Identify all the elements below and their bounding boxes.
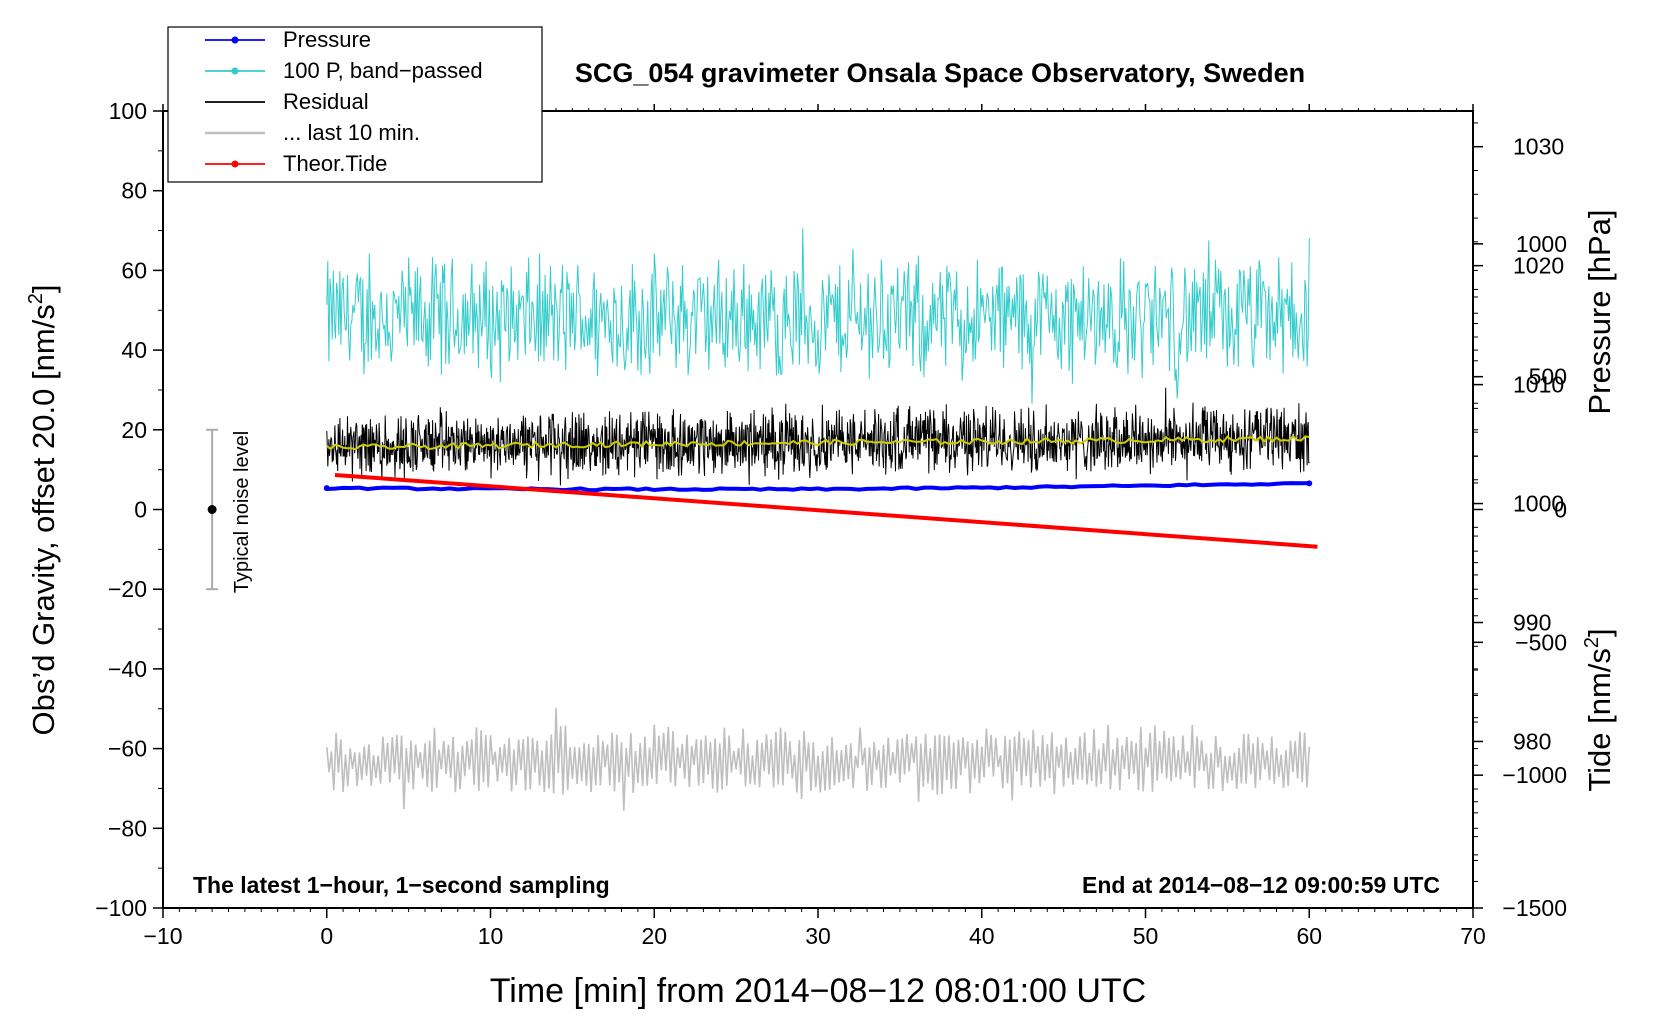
- chart-title: SCG_054 gravimeter Onsala Space Observat…: [575, 58, 1305, 88]
- y-tick-label: 0: [134, 497, 147, 523]
- last-10-min-line: [326, 707, 1311, 811]
- y-tick-label: −60: [108, 736, 147, 762]
- theoretical-tide-series: [334, 472, 1318, 549]
- legend-label: Theor.Tide: [283, 151, 387, 176]
- y-tick-label: −80: [108, 815, 147, 841]
- x-tick-label: 60: [1296, 923, 1322, 949]
- tick-labels: −10 0 10 20 30 40 50 60 70−100−80−60−40−20020406…: [95, 98, 1567, 949]
- tide-tick-label: 500: [1529, 364, 1567, 390]
- x-tick-label: 10: [478, 923, 504, 949]
- residual-line: [326, 387, 1310, 486]
- annotation-end-time: End at 2014−08−12 09:00:59 UTC: [1082, 872, 1440, 898]
- typical-noise-bar: [206, 428, 219, 591]
- pressure-line: [326, 481, 1310, 493]
- pressure-tick-label: 990: [1513, 610, 1551, 636]
- pressure-tick-label: 980: [1513, 728, 1551, 754]
- y-axis-label-left: Obs’d Gravity, offset 20.0 [nm/s2]: [25, 284, 61, 735]
- legend-marker: [231, 67, 239, 75]
- y-axis-label-tide: Tide [nm/s2]: [1581, 628, 1617, 791]
- x-tick-label: 0: [320, 923, 333, 949]
- tide-tick-label: −1500: [1502, 895, 1567, 921]
- tide-tick-label: 0: [1554, 497, 1567, 523]
- y-tick-label: 40: [121, 337, 147, 363]
- y-tick-label: −20: [108, 576, 147, 602]
- x-tick-label: 20: [641, 923, 667, 949]
- pressure-series: [323, 480, 1313, 493]
- legend-label: Pressure: [283, 27, 371, 52]
- y-tick-label: −40: [108, 656, 147, 682]
- pressure-tick-label: 1010: [1513, 372, 1564, 398]
- pressure-tick-label: 1000: [1513, 491, 1564, 517]
- annotation-latest-hour: The latest 1−hour, 1−second sampling: [193, 872, 610, 898]
- y-tick-label: 60: [121, 257, 147, 283]
- x-tick-label: 50: [1133, 923, 1159, 949]
- legend: Pressure 100 P, band−passed Residual ... la…: [167, 26, 543, 183]
- legend-label: ... last 10 min.: [283, 120, 420, 145]
- x-tick-label: −10: [143, 923, 182, 949]
- y-tick-label: −100: [95, 895, 147, 921]
- x-tick-label: 70: [1460, 923, 1486, 949]
- residual-smoothed-series: [326, 434, 1310, 451]
- x-axis-label: Time [min] from 2014−08−12 08:01:00 UTC: [490, 972, 1146, 1010]
- legend-marker: [231, 160, 239, 168]
- legend-label: Residual: [283, 89, 369, 114]
- legend-label: 100 P, band−passed: [283, 58, 483, 83]
- x-tick-label: 30: [805, 923, 831, 949]
- residual-smoothed-line: [326, 434, 1310, 451]
- tide-tick-label: −500: [1515, 629, 1567, 655]
- y-tick-label: 100: [109, 98, 147, 124]
- pressure-tick-label: 1030: [1513, 134, 1564, 160]
- legend-box: [167, 26, 543, 183]
- y-tick-label: 20: [121, 417, 147, 443]
- x-tick-label: 40: [969, 923, 995, 949]
- tide-line: [334, 472, 1318, 549]
- residual-series: [326, 387, 1310, 486]
- y-tick-label: 80: [121, 178, 147, 204]
- pressure-start-point: [323, 485, 330, 492]
- last-10-min-series: [326, 707, 1311, 811]
- pressure-end-point: [1306, 480, 1313, 487]
- pressure-tick-label: 1020: [1513, 253, 1564, 279]
- noise-bar-center: [207, 505, 217, 514]
- band-passed-line: [326, 228, 1310, 404]
- noise-label: Typical noise level: [231, 431, 253, 593]
- tide-tick-label: 1000: [1516, 231, 1567, 257]
- tide-tick-label: −1000: [1502, 762, 1567, 788]
- band-passed-pressure-series: [326, 228, 1310, 404]
- legend-marker: [231, 36, 239, 44]
- y-axis-label-pressure: Pressure [hPa]: [1582, 209, 1617, 414]
